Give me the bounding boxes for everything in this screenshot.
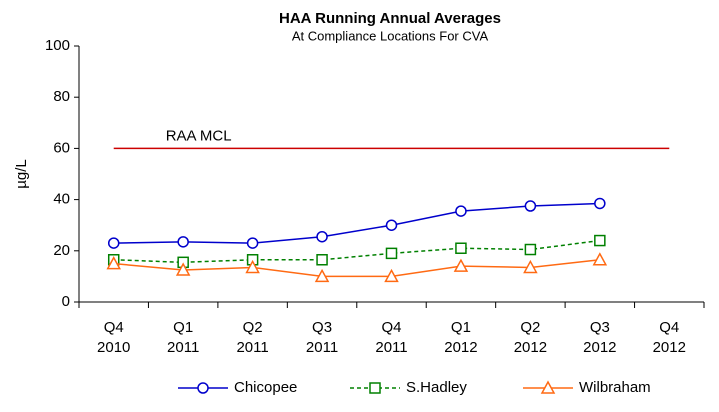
marker xyxy=(453,258,469,272)
x-tick-label: Q2 2012 xyxy=(514,319,547,356)
marker xyxy=(106,256,121,270)
marker xyxy=(314,268,330,283)
x-tick-label: Q4 2011 xyxy=(375,319,407,356)
marker xyxy=(245,259,260,274)
y-tick-label: 20 xyxy=(53,242,70,259)
marker xyxy=(540,380,556,394)
x-tick-label: Q3 2011 xyxy=(306,319,338,356)
marker xyxy=(385,219,398,231)
legend-label: Chicopee xyxy=(234,379,297,396)
marker xyxy=(246,237,259,249)
marker xyxy=(592,252,608,266)
marker xyxy=(197,382,209,394)
marker xyxy=(175,262,191,276)
marker xyxy=(524,200,537,212)
marker xyxy=(455,205,467,217)
x-tick-label: Q3 2012 xyxy=(583,319,616,356)
marker xyxy=(594,197,606,210)
x-tick-label: Q4 2012 xyxy=(653,319,686,356)
marker xyxy=(316,230,328,243)
x-tick-label: Q2 2011 xyxy=(236,319,268,356)
chart-title: HAA Running Annual Averages xyxy=(279,10,501,27)
y-tick-label: 80 xyxy=(53,88,70,105)
marker xyxy=(369,382,381,394)
marker xyxy=(524,243,537,256)
marker xyxy=(384,268,399,283)
y-tick-label: 100 xyxy=(45,37,70,54)
x-tick-label: Q1 2011 xyxy=(167,319,199,356)
marker xyxy=(316,254,328,266)
marker xyxy=(385,247,398,260)
legend-label: Wilbraham xyxy=(579,379,651,396)
marker xyxy=(107,237,120,249)
y-axis-label: µg/L xyxy=(13,159,30,189)
legend-label: S.Hadley xyxy=(406,379,467,396)
marker xyxy=(594,234,606,247)
marker xyxy=(523,259,538,274)
y-tick-label: 60 xyxy=(53,139,70,156)
marker xyxy=(455,242,467,254)
x-tick-label: Q4 2010 xyxy=(97,319,130,356)
marker xyxy=(177,236,189,248)
y-tick-label: 40 xyxy=(53,191,70,208)
series-line xyxy=(113,259,600,278)
reference-label: RAA MCL xyxy=(166,127,232,144)
x-tick-label: Q1 2012 xyxy=(444,319,477,356)
y-tick-label: 0 xyxy=(62,293,70,310)
series-line xyxy=(113,202,600,244)
chart-subtitle: At Compliance Locations For CVA xyxy=(292,28,489,43)
